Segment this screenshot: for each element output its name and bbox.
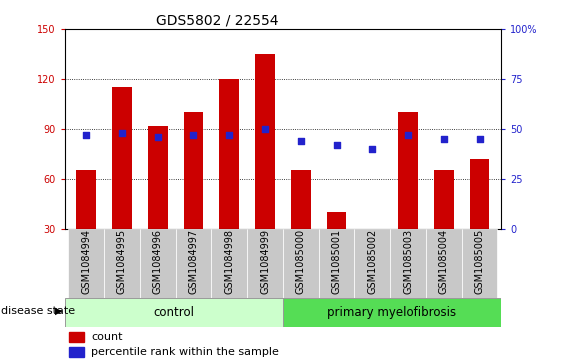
Text: GSM1084998: GSM1084998 xyxy=(224,229,234,294)
Point xyxy=(225,132,234,138)
Text: disease state: disease state xyxy=(1,306,75,316)
Text: GSM1084994: GSM1084994 xyxy=(81,229,91,294)
Bar xyxy=(69,347,84,356)
Bar xyxy=(112,87,132,229)
Bar xyxy=(291,171,311,229)
Point xyxy=(332,142,341,148)
Bar xyxy=(65,298,283,327)
Bar xyxy=(355,229,390,298)
Text: percentile rank within the sample: percentile rank within the sample xyxy=(91,347,279,356)
Point xyxy=(475,136,484,142)
Text: GSM1085002: GSM1085002 xyxy=(367,229,377,294)
Point xyxy=(261,126,270,132)
Text: GSM1084997: GSM1084997 xyxy=(189,229,199,294)
Point xyxy=(404,132,413,138)
Point xyxy=(368,146,377,152)
Text: GSM1085005: GSM1085005 xyxy=(475,229,485,294)
Point xyxy=(439,136,448,142)
Point xyxy=(118,130,127,136)
Text: GSM1084995: GSM1084995 xyxy=(117,229,127,294)
Text: GSM1085001: GSM1085001 xyxy=(332,229,342,294)
Point xyxy=(296,138,305,144)
Bar xyxy=(470,159,489,229)
Bar xyxy=(104,229,140,298)
Title: GDS5802 / 22554: GDS5802 / 22554 xyxy=(156,14,279,28)
Bar xyxy=(255,54,275,229)
Bar xyxy=(398,112,418,229)
Bar xyxy=(434,171,454,229)
Bar xyxy=(283,229,319,298)
Bar xyxy=(390,229,426,298)
Text: primary myelofibrosis: primary myelofibrosis xyxy=(328,306,457,319)
Bar xyxy=(176,229,211,298)
Text: ▶: ▶ xyxy=(55,306,62,316)
Bar xyxy=(462,229,498,298)
Text: GSM1084996: GSM1084996 xyxy=(153,229,163,294)
Bar xyxy=(77,171,96,229)
Bar xyxy=(319,229,355,298)
Bar xyxy=(184,112,203,229)
Text: GSM1085000: GSM1085000 xyxy=(296,229,306,294)
Point xyxy=(153,134,162,140)
Bar xyxy=(211,229,247,298)
Bar xyxy=(68,229,104,298)
Bar xyxy=(426,229,462,298)
Text: count: count xyxy=(91,332,122,342)
Text: control: control xyxy=(153,306,194,319)
Bar xyxy=(148,126,168,229)
Text: GSM1085004: GSM1085004 xyxy=(439,229,449,294)
Text: GSM1085003: GSM1085003 xyxy=(403,229,413,294)
Bar xyxy=(220,79,239,229)
Bar xyxy=(247,229,283,298)
Bar xyxy=(69,332,84,342)
Text: GSM1084999: GSM1084999 xyxy=(260,229,270,294)
Bar xyxy=(283,298,501,327)
Bar xyxy=(140,229,176,298)
Point xyxy=(189,132,198,138)
Point xyxy=(82,132,91,138)
Bar xyxy=(327,212,346,229)
